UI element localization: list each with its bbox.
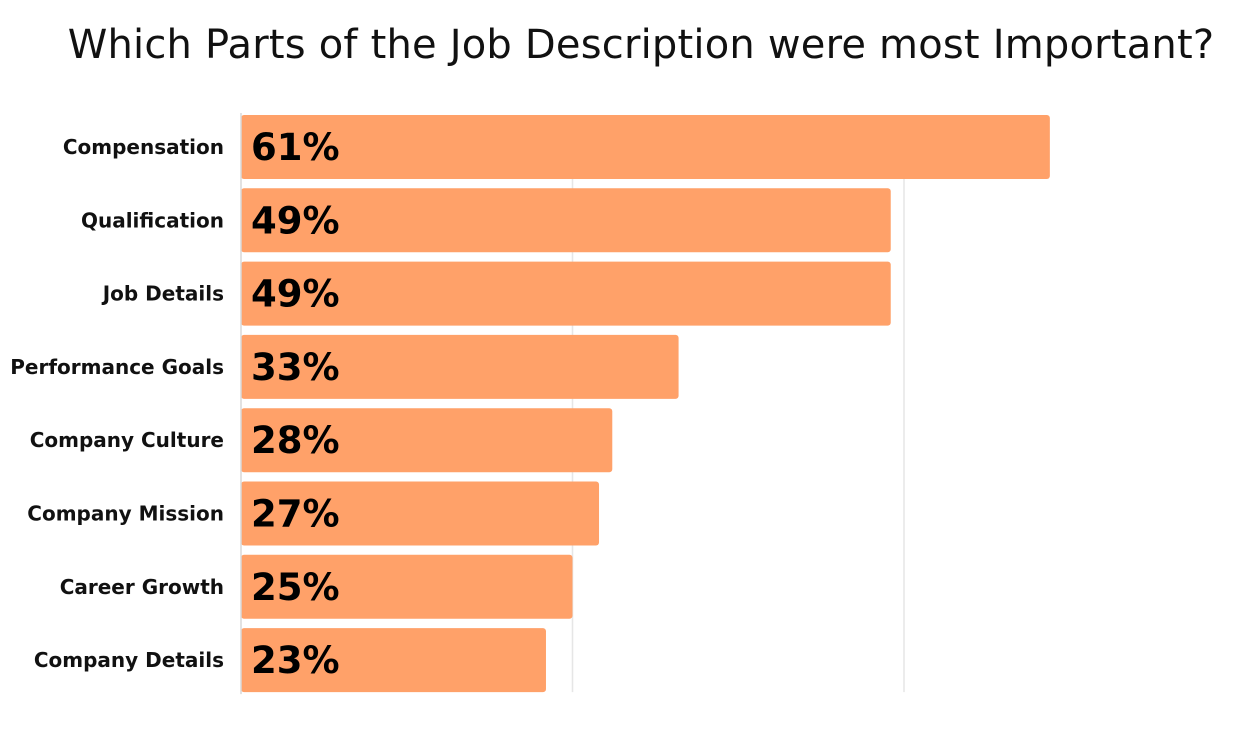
category-label: Compensation: [63, 135, 224, 159]
data-label: 27%: [251, 493, 340, 536]
value-labels: 61% 49% 49% 33% 28% 27% 25% 23%: [251, 126, 340, 682]
category-label: Company Details: [34, 648, 224, 672]
bar: [241, 334, 679, 399]
category-label: Company Culture: [30, 428, 224, 452]
bar: [241, 261, 891, 326]
category-label: Company Mission: [27, 502, 224, 526]
bar: [241, 628, 546, 693]
data-label: 23%: [251, 639, 340, 682]
bar: [241, 554, 573, 619]
category-label: Performance Goals: [10, 355, 224, 379]
bar: [241, 188, 891, 253]
bar: [241, 481, 600, 546]
bar: [241, 408, 613, 473]
bars: [241, 115, 1050, 693]
data-label: 28%: [251, 419, 340, 462]
data-label: 49%: [251, 199, 340, 242]
data-label: 33%: [251, 346, 340, 389]
bar: [241, 115, 1050, 179]
category-label: Career Growth: [60, 575, 224, 599]
chart-title: Which Parts of the Job Description were …: [67, 22, 1215, 68]
data-label: 61%: [251, 126, 340, 169]
category-label: Job Details: [101, 282, 224, 306]
category-labels: Compensation Qualification Job Details Perf…: [10, 135, 224, 672]
data-label: 25%: [251, 566, 340, 609]
data-label: 49%: [251, 273, 340, 316]
category-label: Qualification: [81, 208, 224, 232]
